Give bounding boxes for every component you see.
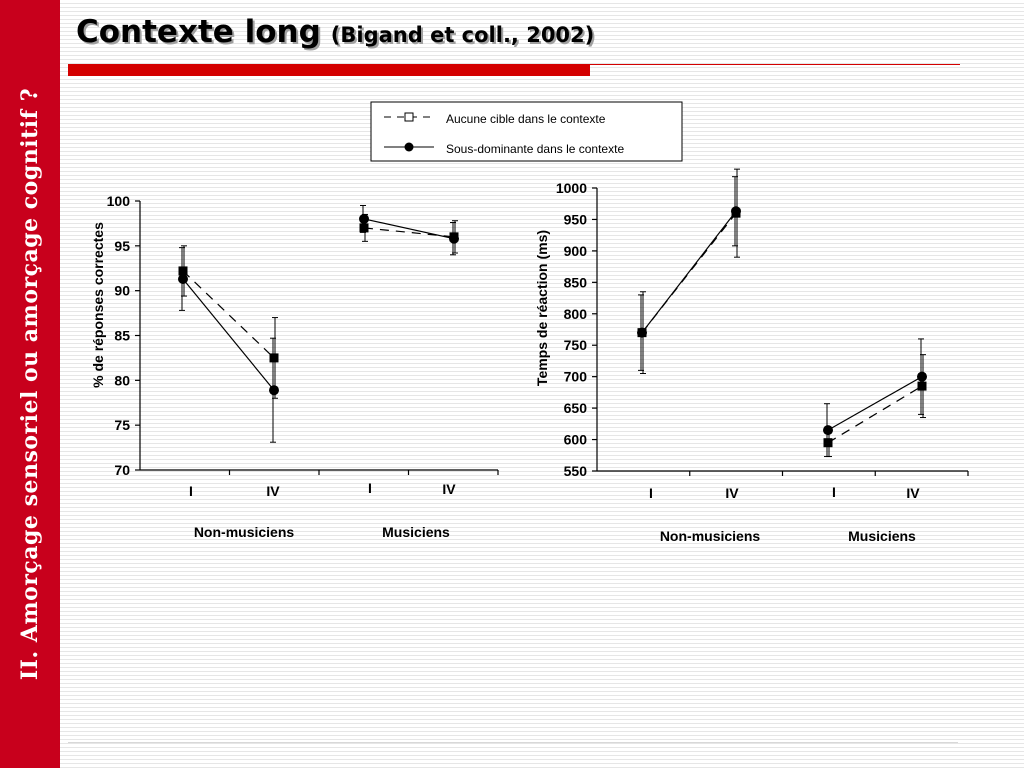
chart-accuracy: 70 75 80 85 90 95 100% de réponses correctes I I… — [90, 193, 499, 540]
series-line-dashed — [182, 270, 275, 359]
x-group-label: Musiciens — [848, 528, 916, 544]
series-line-solid — [363, 218, 455, 240]
y-tick-label: 900 — [564, 243, 588, 259]
x-category-label: I — [832, 484, 836, 500]
footer-divider — [68, 742, 958, 743]
section-sidebar: II. Amorçage sensoriel ou amorçage cogni… — [0, 0, 60, 768]
series-line-dashed — [827, 385, 923, 444]
y-tick-label: 650 — [564, 400, 588, 416]
x-category-label: IV — [906, 485, 920, 501]
data-point-circle — [359, 213, 369, 224]
data-point-square — [178, 266, 188, 276]
y-tick-label: 850 — [564, 274, 588, 290]
series-line-solid — [827, 376, 923, 431]
x-group-label: Musiciens — [382, 524, 450, 540]
data-point-circle — [731, 206, 741, 217]
x-category-label: I — [649, 485, 653, 501]
y-tick-label: 100 — [107, 193, 131, 209]
title-underline-line — [590, 64, 960, 65]
legend-label-0: Aucune cible dans le contexte — [446, 112, 606, 126]
y-tick-label: 75 — [114, 417, 130, 433]
y-tick-label: 750 — [564, 337, 588, 353]
y-tick-label: 600 — [564, 432, 588, 448]
x-category-label: IV — [442, 481, 456, 497]
legend-marker-open-square — [404, 112, 414, 122]
data-point-circle — [178, 274, 188, 285]
x-category-label: IV — [725, 485, 739, 501]
x-category-label: I — [368, 480, 372, 496]
legend-label-1: Sous-dominante dans le contexte — [446, 142, 624, 156]
data-point-square — [823, 438, 833, 448]
series-line-solid — [182, 278, 275, 391]
series-line-solid — [641, 210, 737, 334]
y-tick-label: 70 — [114, 462, 130, 478]
data-point-circle — [917, 371, 927, 382]
x-category-label: IV — [266, 483, 280, 499]
data-point-circle — [449, 233, 459, 244]
data-point-square — [917, 381, 927, 391]
title-main: Contexte long — [76, 14, 321, 50]
y-tick-label: 90 — [114, 283, 130, 299]
data-point-square — [359, 223, 369, 233]
y-tick-label: 550 — [564, 463, 588, 479]
title-underline-bar — [68, 64, 590, 76]
legend-box — [370, 101, 683, 162]
y-axis-label: Temps de réaction (ms) — [534, 230, 550, 386]
x-group-label: Non-musiciens — [660, 528, 761, 544]
data-point-circle — [823, 425, 833, 436]
title-citation: (Bigand et coll., 2002) — [330, 23, 595, 47]
slide-title: Contexte long (Bigand et coll., 2002) — [76, 14, 594, 50]
data-point-circle — [637, 327, 647, 338]
chart-reaction-time: 550 600 650 700 750 800 850 900 950 1000 Temps de … — [534, 168, 969, 544]
legend: Aucune cible dans le contexte Sous-domin… — [370, 101, 683, 162]
y-tick-label: 800 — [564, 306, 588, 322]
data-point-circle — [269, 385, 279, 396]
y-tick-label: 1000 — [556, 180, 587, 196]
y-tick-label: 80 — [114, 372, 130, 388]
y-axis-label: % de réponses correctes — [90, 222, 106, 388]
y-tick-label: 700 — [564, 369, 588, 385]
y-tick-label: 95 — [114, 238, 130, 254]
y-tick-label: 85 — [114, 328, 130, 344]
data-point-square — [269, 353, 279, 363]
x-group-label: Non-musiciens — [194, 524, 295, 540]
x-category-label: I — [189, 483, 193, 499]
legend-marker-filled-circle — [404, 142, 414, 152]
y-tick-label: 950 — [564, 211, 588, 227]
